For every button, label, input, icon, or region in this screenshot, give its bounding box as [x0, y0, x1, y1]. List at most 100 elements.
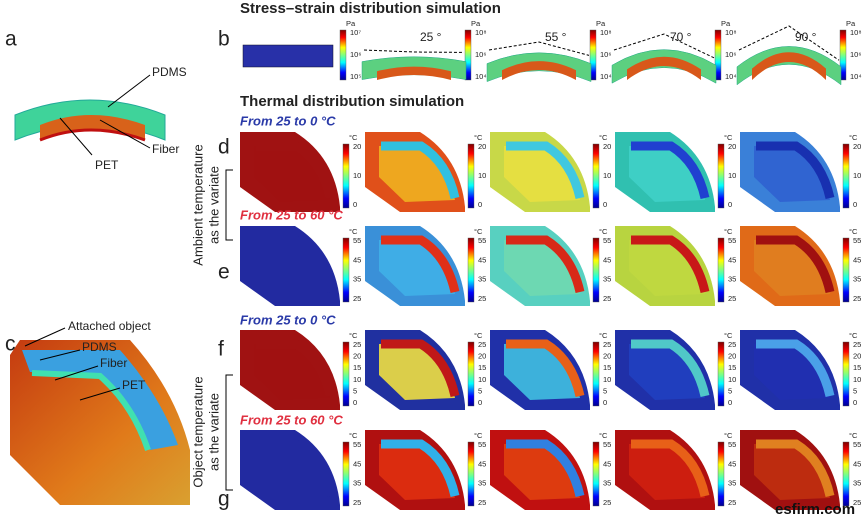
thermal-band — [756, 235, 835, 294]
angle-line — [363, 49, 465, 53]
colorbar-tick: 55 — [478, 440, 486, 449]
colorbar-unit: Pa — [346, 19, 356, 28]
side-label: Object temperature as the variate — [190, 376, 221, 487]
colorbar-tick: 10⁶ — [850, 50, 861, 59]
colorbar-tick: 0 — [853, 200, 857, 209]
thermal-band — [756, 339, 835, 398]
row-title: From 25 to 60 °C — [240, 412, 343, 427]
colorbar-unit: °C — [474, 331, 483, 340]
panel-label: g — [218, 488, 230, 511]
colorbar-tick: 10⁸ — [600, 28, 612, 37]
colorbar-tick: 25 — [353, 340, 361, 349]
bent-core — [377, 66, 451, 80]
colorbar — [467, 341, 475, 407]
colorbar-unit: °C — [849, 227, 858, 236]
thermal-band — [506, 235, 585, 294]
colorbar-tick: 5 — [353, 386, 357, 395]
thermal-band — [506, 141, 585, 200]
angle-line — [613, 33, 715, 59]
colorbar-tick: 25 — [478, 498, 486, 507]
colorbar-unit: °C — [599, 227, 608, 236]
model-label: PET — [122, 378, 146, 392]
angle-label: 70 ° — [670, 30, 692, 44]
colorbar-tick: 45 — [478, 255, 486, 264]
colorbar — [592, 237, 600, 303]
flat-model — [242, 44, 334, 68]
colorbar-unit: Pa — [846, 19, 856, 28]
colorbar-unit: °C — [599, 431, 608, 440]
thermal-band — [756, 141, 835, 200]
thermal-band — [631, 439, 710, 498]
panel-label: d — [218, 136, 230, 159]
row-title: From 25 to 0 °C — [240, 312, 336, 327]
bent-core — [627, 56, 701, 80]
model-label: PDMS — [152, 65, 187, 79]
colorbar-tick: 25 — [728, 498, 736, 507]
colorbar-tick: 55 — [603, 440, 611, 449]
colorbar-tick: 20 — [603, 352, 611, 361]
thermal-band — [381, 439, 460, 498]
colorbar — [717, 143, 725, 209]
panel-label: e — [218, 261, 230, 284]
colorbar-unit: °C — [599, 133, 608, 142]
thermal-band — [256, 439, 335, 498]
colorbar-unit: Pa — [596, 19, 606, 28]
colorbar-unit: °C — [349, 331, 358, 340]
colorbar-tick: 10⁶ — [350, 50, 361, 59]
colorbar-tick: 20 — [728, 352, 736, 361]
colorbar-tick: 25 — [353, 498, 361, 507]
colorbar-tick: 25 — [728, 294, 736, 303]
panel-label: b — [218, 28, 230, 51]
colorbar-unit: Pa — [721, 19, 731, 28]
colorbar-tick: 0 — [353, 200, 357, 209]
colorbar-tick: 45 — [353, 255, 361, 264]
colorbar-unit: °C — [724, 431, 733, 440]
angle-label: 90 ° — [795, 30, 817, 44]
colorbar-tick: 15 — [603, 363, 611, 372]
colorbar-tick: 10⁸ — [850, 28, 862, 37]
colorbar-tick: 10 — [478, 375, 486, 384]
colorbar-unit: °C — [349, 431, 358, 440]
colorbar-tick: 35 — [603, 479, 611, 488]
side-label-line: as the variate — [206, 166, 221, 244]
thermal-band — [631, 235, 710, 294]
colorbar-tick: 55 — [853, 236, 861, 245]
colorbar-tick: 15 — [853, 363, 861, 372]
colorbar-tick: 45 — [603, 255, 611, 264]
model-label: PDMS — [82, 340, 117, 354]
colorbar-unit: °C — [724, 227, 733, 236]
thermal-band — [631, 339, 710, 398]
colorbar-unit: °C — [599, 331, 608, 340]
colorbar-tick: 0 — [603, 398, 607, 407]
colorbar-tick: 20 — [478, 142, 486, 151]
angle-label: 55 ° — [545, 30, 567, 44]
model-label: Fiber — [100, 356, 127, 370]
colorbar-tick: 10⁴ — [850, 72, 862, 81]
colorbar — [342, 237, 350, 303]
thermal-band — [506, 339, 585, 398]
colorbar-tick: 5 — [478, 386, 482, 395]
colorbar-tick: 20 — [353, 142, 361, 151]
colorbar-unit: °C — [349, 133, 358, 142]
colorbar-tick: 35 — [478, 275, 486, 284]
colorbar — [342, 441, 350, 507]
colorbar-tick: 25 — [853, 498, 861, 507]
colorbar-tick: 5 — [853, 386, 857, 395]
colorbar-tick: 15 — [353, 363, 361, 372]
colorbar — [717, 441, 725, 507]
angle-line — [738, 25, 840, 61]
colorbar-tick: 20 — [603, 142, 611, 151]
colorbar-tick: 10⁶ — [475, 50, 486, 59]
panel-label: c — [5, 333, 16, 356]
colorbar-tick: 10⁸ — [475, 28, 487, 37]
colorbar-unit: °C — [849, 431, 858, 440]
thermal-band — [381, 141, 460, 200]
colorbar-tick: 0 — [478, 200, 482, 209]
colorbar-tick: 55 — [353, 440, 361, 449]
colorbar-unit: °C — [349, 227, 358, 236]
colorbar-tick: 10⁶ — [725, 50, 736, 59]
colorbar-tick: 55 — [603, 236, 611, 245]
panel-label: f — [218, 338, 224, 361]
colorbar-tick: 10⁸ — [725, 28, 737, 37]
